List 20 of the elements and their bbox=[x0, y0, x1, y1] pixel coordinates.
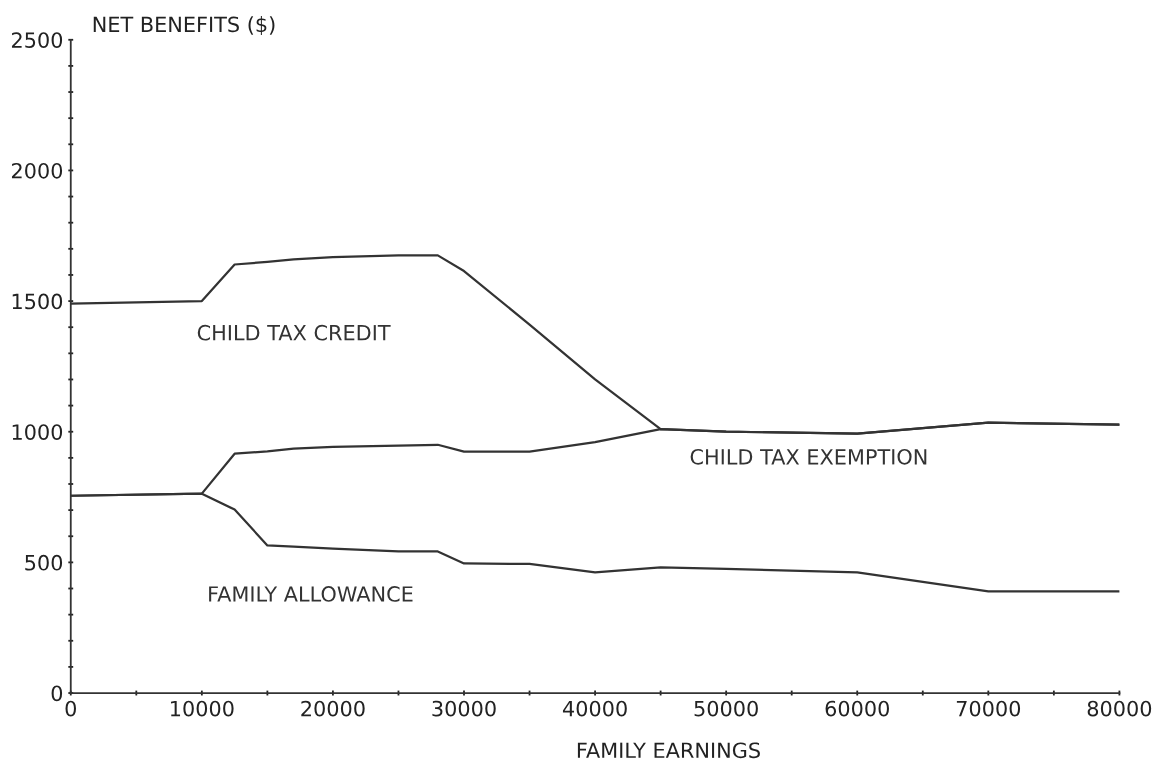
y-tick-label: 500 bbox=[25, 554, 63, 571]
x-tick-label: 10000 bbox=[170, 700, 234, 717]
y-tick-label: 2000 bbox=[11, 162, 63, 179]
x-tick-label: 50000 bbox=[694, 700, 758, 717]
x-tick-label: 70000 bbox=[956, 700, 1021, 717]
x-tick-label: 60000 bbox=[825, 700, 889, 717]
y-axis-title: NET BENEFITS ($) bbox=[93, 16, 275, 35]
x-tick-label: 30000 bbox=[432, 700, 496, 717]
series-label: CHILD TAX EXEMPTION bbox=[690, 448, 927, 465]
y-tick-label: 1500 bbox=[12, 293, 63, 310]
y-tick-label: 1000 bbox=[12, 424, 63, 440]
x-axis-title: FAMILY EARNINGS bbox=[577, 742, 760, 759]
x-tick-label: 80000 bbox=[1087, 700, 1152, 717]
y-tick-label: 0 bbox=[51, 685, 63, 702]
series-label: FAMILY ALLOWANCE bbox=[209, 586, 413, 602]
x-tick-label: 40000 bbox=[562, 700, 627, 717]
x-tick-label: 0 bbox=[65, 700, 76, 717]
y-tick-label: 2500 bbox=[11, 32, 63, 48]
x-tick-label: 20000 bbox=[301, 700, 365, 717]
series-label: CHILD TAX CREDIT bbox=[197, 324, 391, 341]
